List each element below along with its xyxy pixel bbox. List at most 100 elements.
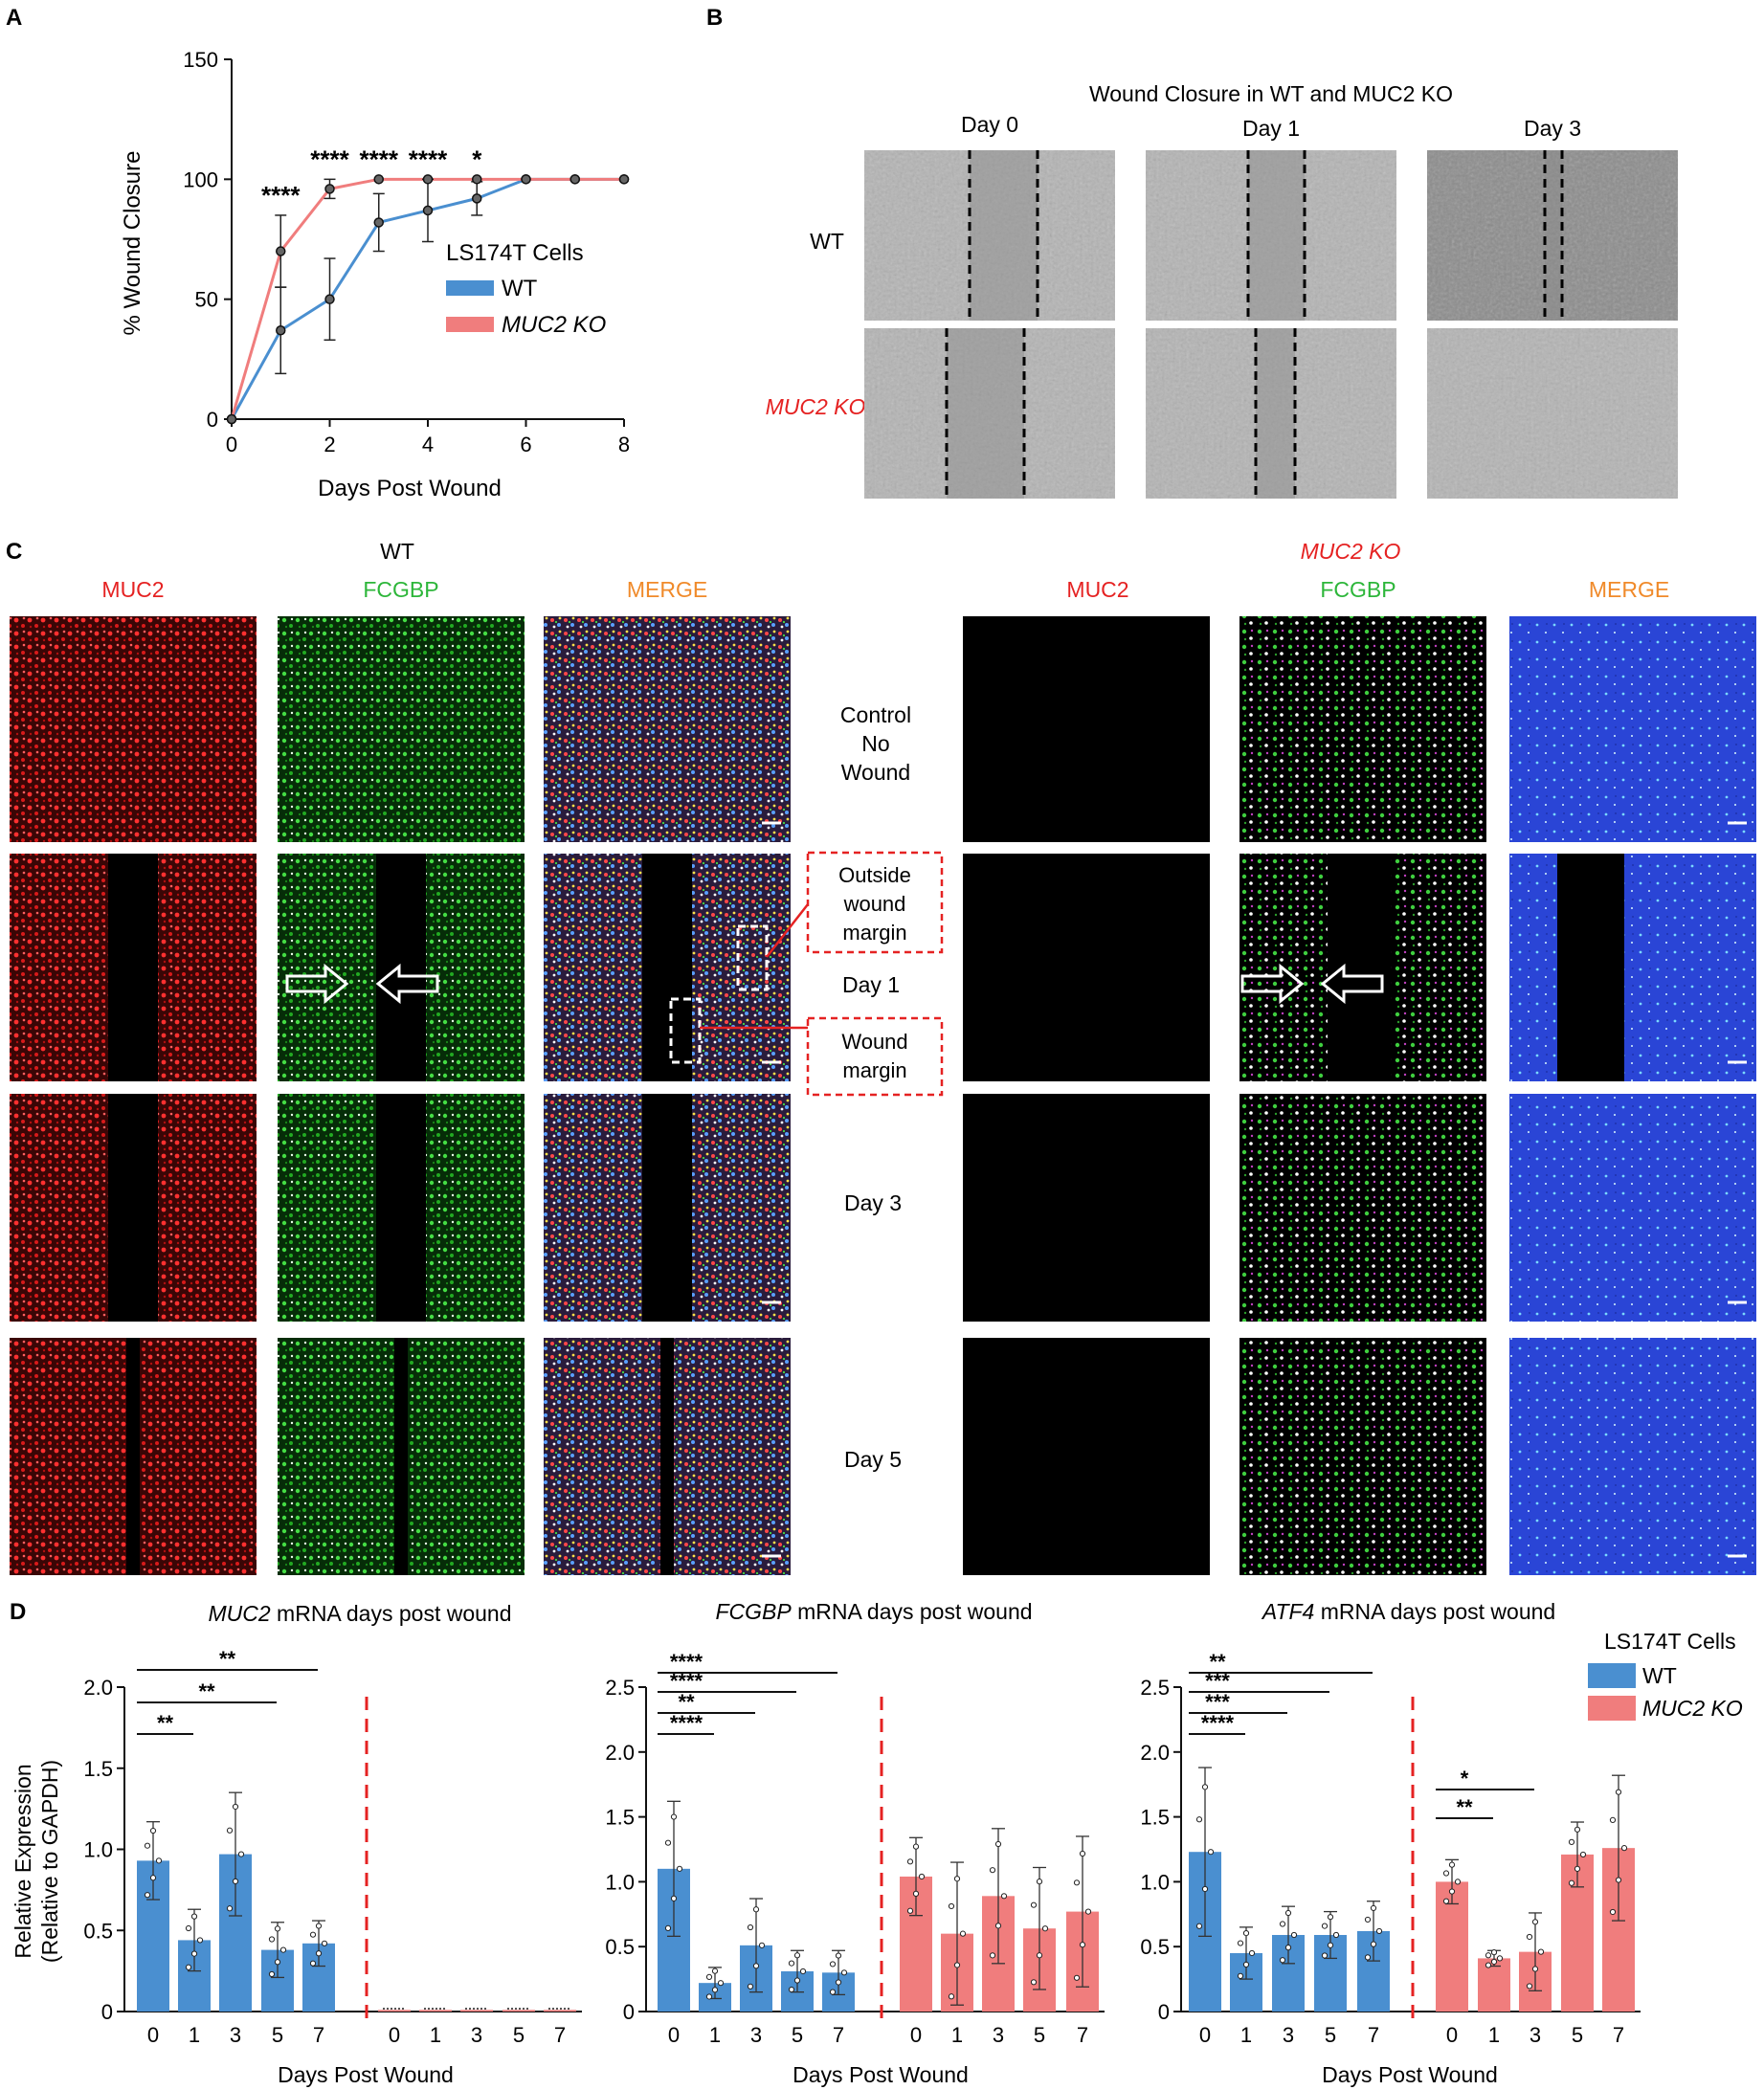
d-replicate-point bbox=[185, 1964, 192, 1970]
d-replicate-point bbox=[994, 1840, 1002, 1848]
d-significance-label: * bbox=[1461, 1767, 1469, 1790]
c-ko-image bbox=[1509, 616, 1756, 842]
d3-xlabel: Days Post Wound bbox=[1322, 2062, 1498, 2087]
row-label-control-1: Control bbox=[840, 702, 911, 727]
c-ko-image bbox=[1239, 1094, 1486, 1322]
d-ytick-label: 2.5 bbox=[605, 1676, 635, 1700]
callout-margin-1: Wound bbox=[841, 1030, 907, 1054]
c-migration-arrow-icon bbox=[1240, 963, 1305, 1005]
d-xtick-label: 3 bbox=[750, 2023, 762, 2047]
d-replicate-point bbox=[1327, 1942, 1334, 1948]
b-micrograph-texture bbox=[864, 150, 1115, 321]
d-replicate-point bbox=[1442, 1870, 1450, 1877]
d-bar bbox=[1478, 1958, 1510, 2012]
d-replicate-point bbox=[793, 1977, 801, 1984]
channel-fcgbp-ko: FCGBP bbox=[1320, 577, 1396, 602]
panel-a-series: ******** **** **** * bbox=[226, 145, 630, 425]
d-replicate-point bbox=[1036, 1879, 1043, 1885]
d-chart-3: 00.51.01.52.02.50 1 3 5 7 0 1 3 5 7**************… bbox=[1140, 1650, 1641, 2047]
d-replicate-point bbox=[1442, 1898, 1450, 1904]
d-replicate-point bbox=[1279, 1921, 1286, 1927]
d-replicate-point bbox=[1526, 1983, 1533, 1990]
d-bar bbox=[502, 2010, 535, 2012]
d-replicate-point bbox=[906, 1907, 914, 1914]
d-replicate-point bbox=[309, 1931, 317, 1938]
d-replicate-point bbox=[1030, 1901, 1038, 1908]
a-data-point bbox=[324, 184, 335, 194]
a-significance: **** bbox=[261, 181, 301, 210]
d-xtick-label: 7 bbox=[833, 2023, 844, 2047]
a-xtick-label: 0 bbox=[226, 433, 237, 456]
d1-xlabel: Days Post Wound bbox=[278, 2062, 454, 2087]
d-ytick-label: 2.0 bbox=[1140, 1741, 1170, 1765]
b-micrograph-texture bbox=[1146, 328, 1396, 499]
d-ytick-label: 1.0 bbox=[1140, 1870, 1170, 1894]
panel-b-micrographs bbox=[864, 150, 1678, 499]
panel-c-micrographs bbox=[10, 616, 1756, 1575]
c-wound-gap bbox=[642, 1094, 692, 1322]
d-replicate-point bbox=[315, 1923, 323, 1929]
d-replicate-point bbox=[1568, 1879, 1575, 1886]
panel-label-c: C bbox=[6, 539, 22, 565]
d-replicate-point bbox=[758, 1942, 766, 1948]
d-ytick-label: 0 bbox=[1158, 2000, 1170, 2024]
d-replicate-point bbox=[1079, 1942, 1086, 1948]
d-replicate-point bbox=[1615, 1877, 1622, 1883]
d-xtick-label: 5 bbox=[1325, 2023, 1336, 2047]
d-replicate-point bbox=[1364, 1916, 1372, 1923]
d-ytick-label: 1.0 bbox=[83, 1838, 113, 1862]
panel-a-legend-wt: WT bbox=[502, 276, 538, 301]
d-replicate-point bbox=[793, 1952, 801, 1959]
d-ytick-label: 1.5 bbox=[1140, 1806, 1170, 1830]
d-replicate-point bbox=[948, 1993, 955, 2000]
d-replicate-point bbox=[1237, 1972, 1244, 1979]
d-replicate-point bbox=[1000, 1893, 1008, 1900]
d-ytick-label: 1.5 bbox=[605, 1806, 635, 1830]
d-replicate-point bbox=[1574, 1865, 1581, 1872]
d-bar bbox=[460, 2010, 493, 2012]
d-xtick-label: 3 bbox=[1283, 2023, 1294, 2047]
wound-closure-images: Wound Closure in WT and MUC2 KO Day 0 Da… bbox=[766, 81, 1678, 499]
d-replicate-point bbox=[788, 1986, 795, 1993]
a-xtick-label: 8 bbox=[618, 433, 630, 456]
d-significance-label: *** bbox=[1205, 1690, 1230, 1714]
d-xtick-label: 3 bbox=[1530, 2023, 1541, 2047]
d-xtick-label: 5 bbox=[1572, 2023, 1583, 2047]
d-replicate-point bbox=[959, 1930, 967, 1937]
d-replicate-point bbox=[1073, 1879, 1081, 1886]
d-replicate-point bbox=[1531, 1919, 1539, 1925]
d-significance-label: **** bbox=[670, 1711, 703, 1735]
d-replicate-point bbox=[1207, 1849, 1215, 1856]
a-data-point bbox=[276, 246, 286, 256]
d-replicate-point bbox=[1242, 1961, 1250, 1968]
d-replicate-point bbox=[1195, 1816, 1203, 1823]
a-significance: **** bbox=[360, 145, 399, 173]
d-xtick-label: 0 bbox=[147, 2023, 159, 2047]
b-wound-gap bbox=[1256, 328, 1295, 499]
d-replicate-point bbox=[994, 1923, 1002, 1929]
channel-muc2-wt: MUC2 bbox=[101, 577, 164, 602]
d-replicate-point bbox=[1036, 1952, 1043, 1959]
c-ko-image bbox=[1239, 616, 1486, 842]
b-micrograph-texture bbox=[1146, 150, 1396, 321]
a-xtick-label: 6 bbox=[520, 433, 531, 456]
a-data-point bbox=[521, 174, 531, 185]
d-replicate-point bbox=[752, 1906, 760, 1913]
b-wound-gap bbox=[970, 150, 1038, 321]
d-replicate-point bbox=[1237, 1940, 1244, 1946]
d-replicate-point bbox=[1370, 1941, 1377, 1947]
c-migration-arrow-icon bbox=[1320, 963, 1384, 1005]
d-xtick-label: 5 bbox=[272, 2023, 283, 2047]
a-data-point bbox=[373, 174, 384, 185]
d-replicate-point bbox=[190, 1913, 198, 1920]
d-replicate-point bbox=[1321, 1923, 1329, 1929]
d-replicate-point bbox=[274, 1925, 281, 1932]
d-replicate-point bbox=[676, 1865, 683, 1872]
row-label-day3: Day 3 bbox=[844, 1190, 902, 1215]
a-data-point bbox=[373, 217, 384, 228]
d-replicate-point bbox=[752, 1963, 760, 1969]
d-replicate-point bbox=[149, 1875, 157, 1881]
legend-swatch-wt bbox=[446, 280, 494, 296]
panel-d-legend-wt: WT bbox=[1642, 1663, 1677, 1688]
d-significance-label: ** bbox=[678, 1690, 695, 1714]
